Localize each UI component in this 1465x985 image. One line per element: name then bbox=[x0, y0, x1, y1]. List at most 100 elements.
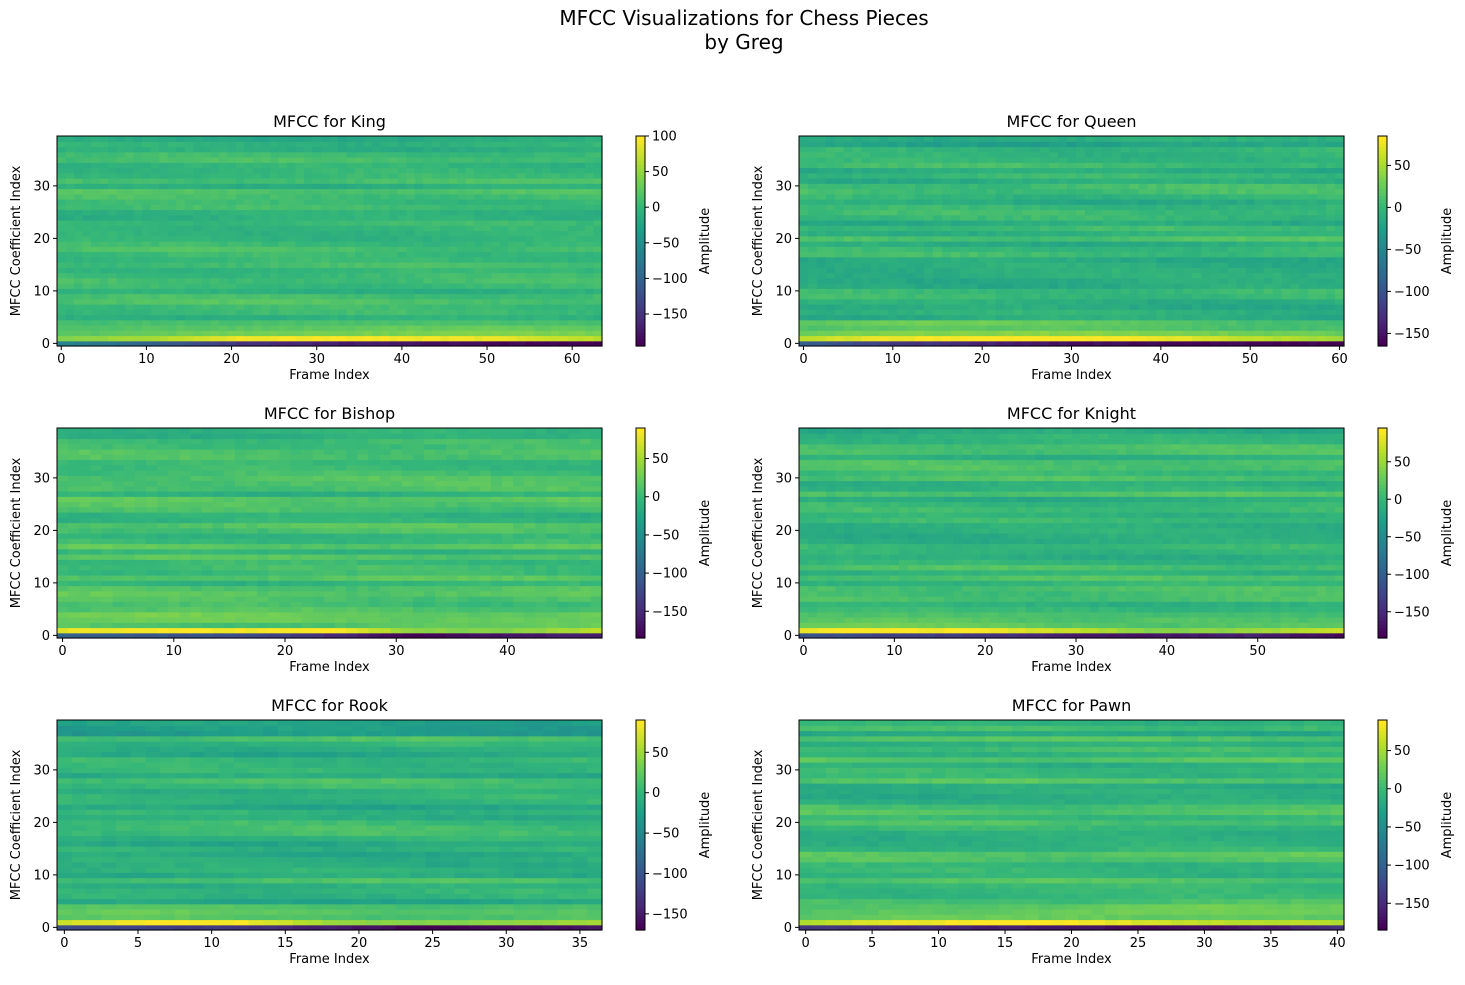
heatmap-cell bbox=[1075, 225, 1086, 232]
heatmap-cell bbox=[1281, 293, 1291, 300]
heatmap-cell bbox=[448, 220, 458, 226]
heatmap-cell bbox=[201, 136, 211, 142]
heatmap-cell bbox=[159, 304, 169, 310]
heatmap-cell bbox=[1049, 162, 1059, 169]
heatmap-cell bbox=[1156, 162, 1166, 169]
heatmap-cell bbox=[977, 304, 988, 310]
heatmap-cell bbox=[133, 183, 143, 190]
heatmap-cell bbox=[986, 277, 997, 284]
heatmap-cell bbox=[210, 157, 220, 163]
heatmap-cell bbox=[1192, 193, 1202, 200]
heatmap-cell bbox=[1299, 151, 1309, 158]
heatmap-cell bbox=[1093, 199, 1104, 205]
heatmap-cell bbox=[1084, 214, 1095, 221]
heatmap-cell bbox=[82, 172, 92, 179]
heatmap-cell bbox=[74, 330, 84, 337]
heatmap-cell bbox=[1147, 325, 1157, 331]
heatmap-cell bbox=[150, 283, 160, 289]
heatmap-cell bbox=[986, 262, 997, 268]
heatmap-cell bbox=[1209, 246, 1220, 253]
heatmap-cell bbox=[65, 241, 75, 247]
heatmap-cell bbox=[1120, 256, 1131, 263]
heatmap-cell bbox=[870, 277, 881, 284]
heatmap-cell bbox=[567, 340, 578, 347]
heatmap-cell bbox=[116, 214, 126, 221]
heatmap-cell bbox=[1156, 209, 1166, 216]
heatmap-cell bbox=[1147, 235, 1157, 242]
heatmap-cell bbox=[924, 267, 934, 274]
heatmap-cell bbox=[1227, 262, 1238, 268]
heatmap-cell bbox=[448, 293, 458, 300]
heatmap-cell bbox=[933, 330, 943, 337]
heatmap-cell bbox=[167, 251, 177, 258]
heatmap-cell bbox=[959, 178, 970, 184]
heatmap-cell bbox=[65, 277, 75, 284]
heatmap-cell bbox=[1013, 314, 1023, 321]
heatmap-cell bbox=[227, 283, 237, 289]
heatmap-cell bbox=[218, 214, 228, 221]
heatmap-cell bbox=[1120, 293, 1131, 300]
heatmap-cell bbox=[346, 262, 356, 268]
heatmap-cell bbox=[380, 330, 390, 337]
heatmap-cell bbox=[1236, 204, 1247, 211]
heatmap-cell bbox=[1102, 146, 1113, 153]
heatmap-cell bbox=[897, 272, 907, 279]
heatmap-cell bbox=[312, 172, 322, 179]
heatmap-cell bbox=[269, 272, 280, 279]
heatmap-cell bbox=[1218, 178, 1229, 184]
heatmap-cell bbox=[457, 209, 467, 216]
heatmap-cell bbox=[303, 340, 314, 347]
heatmap-cell bbox=[559, 256, 569, 263]
heatmap-cell bbox=[465, 136, 475, 142]
heatmap-cell bbox=[799, 272, 809, 279]
heatmap-cell bbox=[244, 141, 254, 148]
heatmap-cell bbox=[584, 141, 595, 148]
heatmap-cell bbox=[303, 162, 314, 169]
heatmap-cell bbox=[150, 267, 160, 274]
heatmap-cell bbox=[57, 283, 67, 289]
heatmap-cell bbox=[244, 246, 254, 253]
heatmap-cell bbox=[897, 167, 907, 174]
heatmap-cell bbox=[1102, 330, 1113, 337]
colorbar-label: Amplitude bbox=[698, 208, 713, 275]
heatmap-cell bbox=[933, 304, 943, 310]
heatmap-cell bbox=[252, 251, 262, 258]
heatmap-cell bbox=[218, 235, 228, 242]
heatmap-cell bbox=[406, 251, 416, 258]
heatmap-cell bbox=[57, 277, 67, 284]
heatmap-cell bbox=[1165, 293, 1175, 300]
heatmap-cell bbox=[525, 167, 535, 174]
heatmap-cell bbox=[227, 151, 237, 158]
heatmap-cell bbox=[1263, 246, 1274, 253]
heatmap-cell bbox=[1058, 340, 1068, 347]
heatmap-cell bbox=[235, 199, 245, 205]
heatmap-cell bbox=[508, 330, 518, 337]
heatmap-cell bbox=[448, 204, 458, 211]
heatmap-cell bbox=[227, 330, 237, 337]
heatmap-cell bbox=[355, 136, 365, 142]
heatmap-cell bbox=[861, 167, 872, 174]
heatmap-cell bbox=[1254, 298, 1265, 305]
heatmap-cell bbox=[346, 340, 356, 347]
heatmap-cell bbox=[897, 330, 907, 337]
heatmap-cell bbox=[1254, 304, 1265, 310]
heatmap-cell bbox=[550, 330, 561, 337]
heatmap-cell bbox=[1120, 335, 1131, 342]
heatmap-cell bbox=[1192, 267, 1202, 274]
heatmap-cell bbox=[99, 340, 109, 347]
heatmap-cell bbox=[1245, 157, 1256, 163]
heatmap-cell bbox=[116, 304, 126, 310]
heatmap-cell bbox=[150, 298, 160, 305]
heatmap-cell bbox=[406, 272, 416, 279]
heatmap-cell bbox=[1165, 314, 1175, 321]
heatmap-cell bbox=[372, 214, 382, 221]
heatmap-cell bbox=[1022, 288, 1032, 295]
heatmap-cell bbox=[499, 209, 509, 216]
heatmap-cell bbox=[372, 293, 382, 300]
heatmap-cell bbox=[525, 277, 535, 284]
heatmap-cell bbox=[389, 157, 399, 163]
heatmap-cell bbox=[1183, 293, 1193, 300]
heatmap-cell bbox=[201, 235, 211, 242]
heatmap-cell bbox=[584, 314, 595, 321]
heatmap-cell bbox=[1308, 188, 1318, 195]
